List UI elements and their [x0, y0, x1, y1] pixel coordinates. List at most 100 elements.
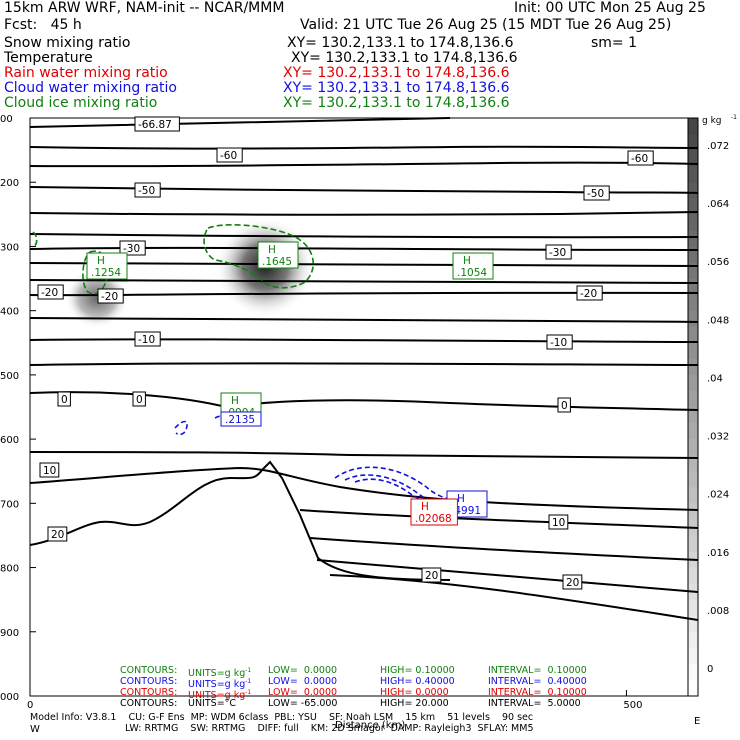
x-tick-label: 0 [27, 700, 33, 711]
y-tick-label: 800 [0, 564, 19, 575]
temperature-label: 0 [561, 400, 568, 412]
max-label-mark: H [457, 493, 465, 505]
colorbar-segment [688, 166, 698, 183]
temperature-label-box [132, 391, 146, 407]
temperature-label-box [37, 284, 64, 300]
temperature-label-box [97, 288, 124, 304]
max-label-box [86, 252, 128, 280]
max-label-box [257, 241, 299, 269]
terrain-line [29, 460, 451, 581]
contour-info-low: LOW= 0.0000 [268, 665, 338, 676]
max-label-box [410, 498, 458, 526]
temperature-label: -10 [138, 334, 155, 346]
max-label-value: .2135 [225, 414, 255, 426]
temperature-label-box [548, 514, 569, 530]
isotherm [29, 211, 699, 216]
valid-time: Valid: 21 UTC Tue 26 Aug 25 (15 MDT Tue … [300, 17, 672, 33]
corner-letter-left: W [30, 724, 40, 735]
contour-info-units: UNITS=°C [188, 698, 237, 709]
colorbar-frame [687, 117, 699, 697]
isotherm [29, 145, 699, 150]
colorbar-segment [688, 647, 698, 665]
y-tick-label: 500 [0, 371, 19, 382]
y-tick-label: 300 [0, 242, 19, 253]
y-tick-label: 700 [0, 499, 19, 510]
colorbar-segment [688, 455, 698, 472]
colorbar-segment [688, 663, 698, 681]
isotherm [29, 117, 451, 128]
x-axis-ticks: 0 500 [27, 690, 643, 711]
contour-info-low: LOW= 0.0000 [268, 687, 338, 698]
colorbar-segment [688, 439, 698, 456]
field-xy-temp: XY= 130.2,133.1 to 174.8,136.6 [291, 50, 518, 66]
contour-info-low: LOW= -65.000 [268, 698, 338, 709]
cloud-water-contour [334, 466, 486, 506]
temperature-label: 0 [136, 394, 143, 406]
temperature-label-box [134, 182, 161, 198]
temperature-label: -60 [220, 150, 237, 162]
colorbar-tick-label: .04 [707, 373, 723, 384]
temperature-label: 10 [43, 465, 56, 477]
contour-info-units: UNITS=g kg-1 [188, 689, 252, 702]
field-name-rain: Rain water mixing ratio [4, 65, 168, 81]
y-tick-label: 000 [0, 692, 19, 703]
max-label-mark: H [421, 501, 429, 513]
temperature-label: -20 [580, 288, 597, 300]
temperature-label: 20 [425, 570, 438, 582]
temperature-label-box [134, 331, 161, 347]
field-name-cloudwater: Cloud water mixing ratio [4, 80, 177, 96]
colorbar-segment [688, 503, 698, 520]
colorbar-segment [688, 230, 698, 247]
colorbar-segment [688, 615, 698, 633]
temperature-label-box [47, 526, 68, 542]
ice-contour [32, 231, 38, 249]
temperature-label-box [134, 116, 180, 132]
temperature-label: -66.87 [138, 119, 172, 131]
colorbar-tick-label: .016 [707, 548, 729, 559]
temperature-label: -30 [123, 243, 140, 255]
isotherm [309, 537, 699, 561]
y-axis-ticks: 00 200 300 400 500 600 700 800 900 000 [0, 114, 36, 703]
colorbar-segment [688, 423, 698, 440]
colorbar-segment [688, 214, 698, 231]
max-label-value: .1254 [91, 267, 121, 279]
colorbar-segment [688, 150, 698, 167]
temperature-label: -50 [587, 188, 604, 200]
colorbar-segment [688, 294, 698, 312]
y-tick-label: 900 [0, 628, 19, 639]
max-label-box [220, 411, 262, 427]
colorbar-segment [688, 118, 698, 135]
max-label-value: .1645 [262, 256, 292, 268]
contour-info-interval: INTERVAL= 0.10000 [488, 687, 587, 698]
contour-info-row: CONTOURS: LOW= 0.0000 HIGH= 0.0000 INTERVAL… [0, 687, 740, 702]
colorbar-tick-label: .032 [707, 432, 729, 443]
isotherm [29, 317, 699, 323]
colorbar-segment [688, 471, 698, 488]
contour-info-label: CONTOURS: [120, 698, 178, 709]
colorbar-segment [688, 679, 698, 697]
colorbar-segment [688, 326, 698, 344]
max-label-box [452, 252, 494, 280]
forecast-hour: Fcst: 45 h [4, 17, 82, 33]
temperature-label: 10 [552, 517, 565, 529]
isotherm [29, 246, 699, 251]
contour-info-high: HIGH= 0.40000 [380, 676, 455, 687]
contour-info-interval: INTERVAL= 5.0000 [488, 698, 581, 709]
field-name-snow: Snow mixing ratio [4, 35, 131, 51]
temperature-label: -10 [550, 337, 567, 349]
colorbar-tick-label: .072 [707, 141, 729, 152]
snow-shading-blob [65, 268, 129, 328]
colorbar-segment [688, 278, 698, 296]
colorbar-tick-label: .024 [707, 490, 729, 501]
contour-info-row: CONTOURS: LOW= -65.000 HIGH= 20.000 INTERVA… [0, 698, 740, 709]
isotherm [29, 466, 699, 511]
isotherm [29, 279, 699, 284]
field-xy-snow: XY= 130.2,133.1 to 174.8,136.6 [287, 35, 514, 51]
isotherm [29, 362, 699, 366]
temperature-label: 0 [61, 394, 68, 406]
contour-info-low: LOW= 0.0000 [268, 676, 338, 687]
max-label-mark: H [463, 255, 471, 267]
contour-info-high: HIGH= 20.000 [380, 698, 449, 709]
init-time: Init: 00 UTC Mon 25 Aug 25 [514, 0, 706, 16]
contour-info-row: CONTOURS: LOW= 0.0000 HIGH= 0.10000 INTERVA… [0, 665, 740, 679]
